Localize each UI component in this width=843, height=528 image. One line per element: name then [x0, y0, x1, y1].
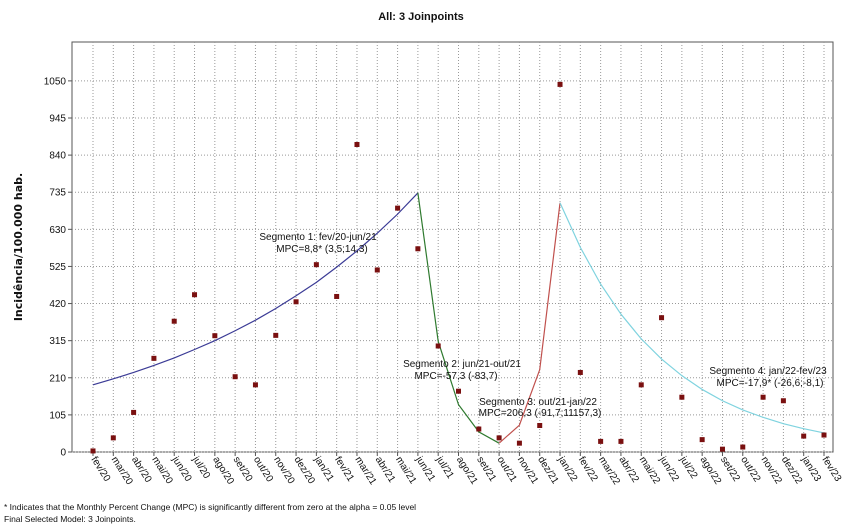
y-tick-label: 210: [49, 373, 66, 384]
y-tick-label: 1050: [44, 76, 67, 87]
data-point: [110, 435, 116, 441]
y-axis-label: Incidência/100.000 hab.: [12, 173, 25, 321]
x-tick-label: fev/22: [576, 455, 600, 484]
annotation: MPC=8,8* (3,5;14,3): [276, 244, 367, 255]
data-point: [577, 369, 583, 375]
annotation: Segmento 3: out/21-jan/22: [479, 397, 597, 408]
data-point: [557, 81, 563, 87]
data-point: [374, 267, 380, 273]
data-point: [598, 438, 604, 444]
y-tick-label: 525: [49, 262, 66, 273]
data-point: [395, 205, 401, 211]
y-tick-label: 945: [49, 113, 66, 124]
fit-line: [92, 192, 419, 386]
data-point: [313, 262, 319, 268]
data-point: [476, 426, 482, 432]
y-tick-label: 105: [49, 410, 66, 421]
data-point: [516, 440, 522, 446]
annotation: Segmento 1: fev/20-jun/21: [259, 232, 377, 243]
y-tick-label: 735: [49, 188, 66, 199]
annotation: Segmento 2: jun/21-out/21: [403, 359, 521, 370]
y-tick-label: 840: [49, 151, 66, 162]
footnote: Final Selected Model: 3 Joinpoints.: [4, 514, 136, 524]
data-point: [638, 382, 644, 388]
fit-line: [417, 192, 500, 444]
data-point: [456, 388, 461, 394]
data-point: [740, 444, 746, 450]
data-point: [90, 448, 96, 454]
fit-line: [498, 202, 561, 444]
y-tick-label: 315: [49, 336, 66, 347]
data-point: [252, 382, 258, 388]
y-tick-label: 630: [49, 225, 66, 236]
plot-area: [71, 41, 834, 453]
x-tick-label: fev/23: [819, 455, 843, 484]
data-point: [618, 438, 624, 444]
data-point: [435, 343, 441, 349]
data-point: [801, 433, 807, 439]
y-tick-label: 0: [60, 448, 66, 459]
x-tick-label: fev/20: [88, 455, 112, 484]
annotation: MPC=-57,3 (-83,7): [414, 371, 497, 382]
data-point: [354, 142, 360, 147]
data-point: [151, 355, 157, 361]
y-tick-label: 420: [49, 299, 66, 310]
data-point: [659, 315, 665, 321]
data-point: [232, 374, 238, 380]
fit-line: [559, 202, 825, 434]
data-point: [537, 422, 543, 428]
data-point: [334, 293, 340, 299]
data-point: [171, 318, 177, 324]
data-point: [192, 292, 198, 298]
data-point: [293, 299, 299, 305]
data-point: [780, 398, 786, 404]
data-point: [821, 432, 827, 438]
data-point: [131, 409, 137, 415]
chart-title: All: 3 Joinpoints: [378, 11, 464, 23]
data-point: [699, 437, 705, 443]
data-point: [273, 332, 279, 338]
annotation: Segmento 4: jan/22-fev/23: [709, 366, 827, 377]
annotation: MPC=206,3 (-91,7;11157,3): [479, 408, 602, 419]
data-point: [760, 394, 766, 400]
x-tick-label: fev/21: [332, 455, 356, 484]
footnote: * Indicates that the Monthly Percent Cha…: [4, 502, 416, 512]
data-point: [679, 394, 685, 400]
data-point: [496, 435, 502, 441]
data-point: [415, 246, 421, 252]
annotation: MPC=-17,9* (-26,6;-8,1): [717, 378, 824, 389]
data-point: [212, 333, 218, 339]
data-point: [719, 446, 725, 452]
